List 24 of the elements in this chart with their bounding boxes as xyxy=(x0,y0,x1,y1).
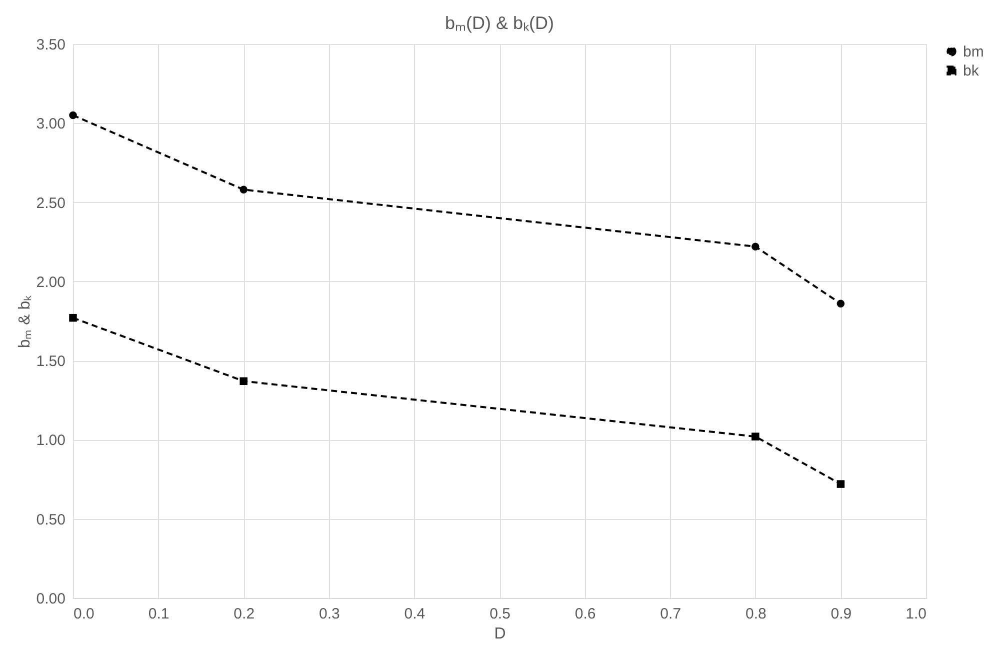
x-tick-label: 0.0 xyxy=(74,606,94,622)
legend-label: bm xyxy=(963,44,984,60)
legend-label: bk xyxy=(963,62,980,80)
y-tick-label: 3.50 xyxy=(36,36,66,54)
x-axis-title: D xyxy=(494,626,506,642)
y-tick-label: 3.00 xyxy=(36,116,66,133)
x-tick-label: 0.6 xyxy=(574,606,596,622)
x-tick-label: 0.3 xyxy=(318,606,340,622)
x-tick-label: 0.5 xyxy=(490,606,510,622)
y-tick-label: 0.00 xyxy=(36,590,66,608)
x-tick-label: 0.1 xyxy=(148,606,170,622)
y-axis-title: bₘ & bₖ xyxy=(16,294,34,348)
y-tick-label: 2.50 xyxy=(36,194,66,212)
y-tick-label: 1.00 xyxy=(36,432,66,450)
y-tick-label: 1.50 xyxy=(36,353,66,370)
x-tick-label: 0.4 xyxy=(404,606,426,622)
x-tick-label: 0.8 xyxy=(745,606,766,622)
x-tick-label: 0.7 xyxy=(660,606,682,622)
y-tick-label: 2.00 xyxy=(36,274,66,291)
x-tick-label: 1.0 xyxy=(906,606,926,622)
chart-title: bₘ(D) & bₖ(D) xyxy=(444,13,554,33)
x-tick-label: 0.2 xyxy=(234,606,255,622)
y-tick-label: 0.50 xyxy=(36,511,66,528)
x-tick-label: 0.9 xyxy=(830,606,852,622)
